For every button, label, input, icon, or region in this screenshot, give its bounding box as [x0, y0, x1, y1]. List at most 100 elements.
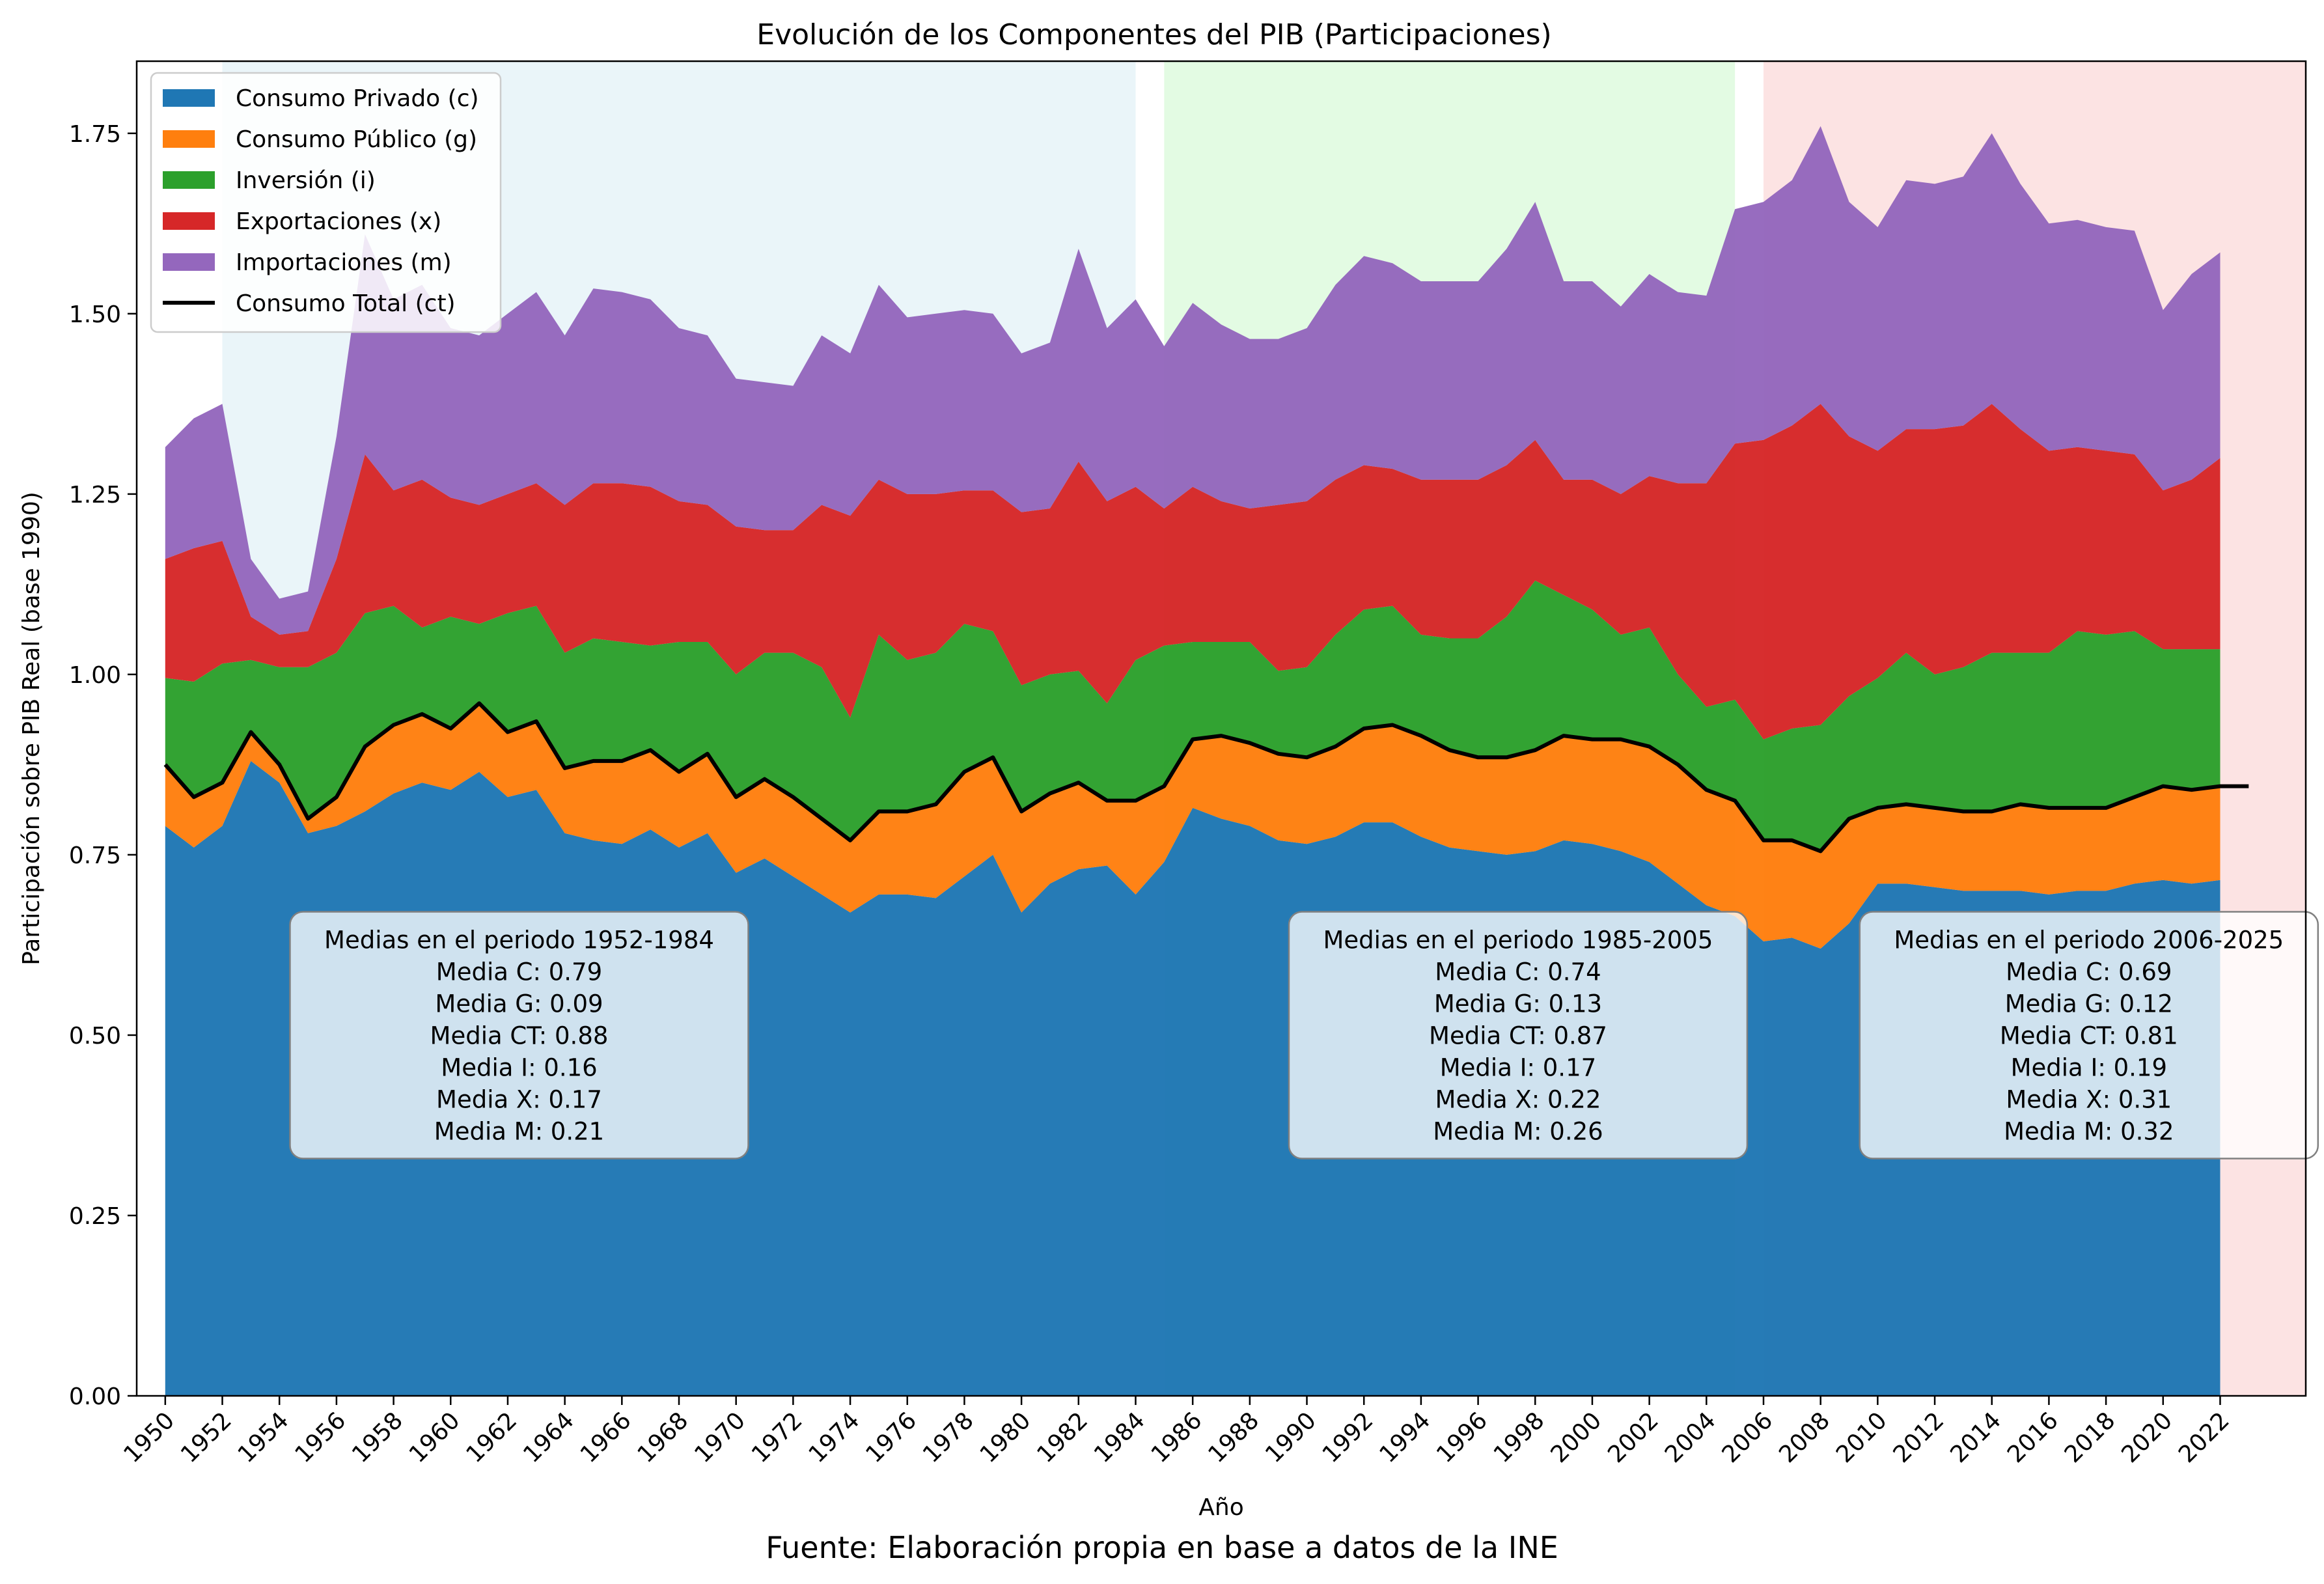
x-tick-label: 1954	[233, 1407, 294, 1468]
legend-swatch	[163, 89, 215, 107]
x-tick-label: 1992	[1318, 1407, 1379, 1468]
x-tick-label: 1978	[918, 1407, 979, 1468]
x-tick-label: 2022	[2174, 1407, 2235, 1468]
x-tick-label: 1980	[975, 1407, 1036, 1468]
annotation-line: Media C: 0.74	[1435, 958, 1601, 986]
annotation-line: Media C: 0.79	[436, 958, 602, 986]
source-note: Fuente: Elaboración propia en base a dat…	[766, 1530, 1558, 1565]
x-tick-label: 2004	[1660, 1407, 1721, 1468]
period-annotation-3: Medias en el periodo 2006-2025 Media C: 0…	[1859, 911, 2319, 1160]
area-consumo-p-blico-g	[165, 703, 2220, 949]
area-importaciones-m	[165, 126, 2220, 635]
x-tick-label: 2012	[1888, 1407, 1950, 1468]
legend-box	[150, 72, 502, 333]
legend-label: Consumo Privado (c)	[236, 85, 479, 112]
annotation-line: Media I: 0.16	[441, 1053, 597, 1081]
legend-swatch	[163, 212, 215, 230]
annotation-line: Medias en el periodo 2006-2025	[1894, 926, 2284, 954]
annotation-line: Media CT: 0.81	[2000, 1021, 2178, 1049]
y-tick-label: 0.50	[69, 1023, 121, 1049]
legend-label: Importaciones (m)	[236, 249, 452, 276]
period-annotation-2: Medias en el periodo 1985-2005 Media C: 0…	[1288, 911, 1749, 1160]
x-tick-label: 1962	[462, 1407, 523, 1468]
annotation-line: Media C: 0.69	[2006, 958, 2172, 986]
x-tick-label: 1998	[1489, 1407, 1550, 1468]
line-consumo-total	[163, 701, 2249, 854]
x-tick-label: 1994	[1374, 1407, 1435, 1468]
legend-label: Exportaciones (x)	[236, 208, 441, 235]
annotation-line: Media G: 0.13	[1434, 990, 1602, 1018]
x-tick-label: 1950	[118, 1407, 180, 1468]
consumo-total-line-layer	[163, 701, 2249, 854]
x-axis: 1950195219541956195819601962196419661968…	[118, 1396, 2235, 1468]
x-tick-label: 2016	[2002, 1407, 2064, 1468]
x-tick-label: 1988	[1203, 1407, 1264, 1468]
x-tick-label: 1984	[1089, 1407, 1150, 1468]
y-tick-label: 1.00	[69, 662, 121, 689]
y-tick-label: 0.00	[69, 1383, 121, 1410]
x-tick-label: 1968	[633, 1407, 694, 1468]
annotation-line: Media X: 0.31	[2006, 1085, 2172, 1113]
x-tick-label: 1970	[689, 1407, 751, 1468]
annotation-line: Media M: 0.21	[434, 1117, 604, 1145]
annotation-line: Media CT: 0.88	[430, 1021, 609, 1049]
x-tick-label: 1976	[861, 1407, 922, 1468]
x-tick-label: 1966	[575, 1407, 637, 1468]
x-tick-label: 1990	[1260, 1407, 1321, 1468]
area-inversi-n-i	[165, 580, 2220, 852]
legend-label: Inversión (i)	[236, 167, 376, 194]
plot-frame	[135, 60, 2307, 1397]
x-tick-label: 1974	[804, 1407, 865, 1468]
annotation-line: Media G: 0.09	[435, 990, 603, 1018]
annotation-line: Media CT: 0.87	[1429, 1021, 1607, 1049]
annotation-line: Media M: 0.26	[1433, 1117, 1603, 1145]
annotation-line: Media M: 0.32	[2004, 1117, 2174, 1145]
x-tick-label: 1956	[290, 1407, 351, 1468]
x-tick-label: 1958	[347, 1407, 408, 1468]
annotation-line: Media X: 0.17	[436, 1085, 602, 1113]
annotation-line: Media G: 0.12	[2005, 990, 2173, 1018]
legend: Consumo Privado (c) Consumo Público (g) In…	[150, 72, 502, 333]
x-tick-label: 1972	[747, 1407, 808, 1468]
x-tick-label: 1960	[404, 1407, 465, 1468]
legend-label: Consumo Total (ct)	[236, 290, 456, 317]
y-tick-label: 1.50	[69, 301, 121, 328]
x-tick-label: 2008	[1774, 1407, 1835, 1468]
annotation-box	[289, 911, 749, 1160]
annotation-box	[1859, 911, 2319, 1160]
x-tick-label: 2014	[1945, 1407, 2006, 1468]
x-tick-label: 1982	[1032, 1407, 1093, 1468]
y-tick-label: 1.25	[69, 482, 121, 508]
y-tick-label: 1.75	[69, 121, 121, 148]
legend-swatch	[163, 130, 215, 148]
legend-swatch	[163, 171, 215, 189]
annotation-line: Media X: 0.22	[1435, 1085, 1601, 1113]
annotation-line: Medias en el periodo 1952-1984	[324, 926, 714, 954]
legend-label: Consumo Público (g)	[236, 126, 477, 153]
x-tick-label: 1952	[176, 1407, 237, 1468]
y-tick-label: 0.75	[69, 842, 121, 869]
plot-area: Medias en el periodo 1952-1984 Media C: 0…	[135, 60, 2319, 1397]
y-axis-label: Participación sobre PIB Real (base 1990)	[18, 492, 45, 966]
annotation-line: Medias en el periodo 1985-2005	[1323, 926, 1713, 954]
annotation-line: Media I: 0.17	[1440, 1053, 1596, 1081]
x-tick-label: 2000	[1546, 1407, 1607, 1468]
x-tick-label: 1996	[1432, 1407, 1493, 1468]
x-tick-label: 2010	[1831, 1407, 1892, 1468]
x-axis-label: Año	[1198, 1494, 1243, 1521]
x-tick-label: 2020	[2116, 1407, 2178, 1468]
legend-swatch	[163, 253, 215, 271]
x-tick-label: 1964	[518, 1407, 579, 1468]
x-tick-label: 2018	[2060, 1407, 2121, 1468]
x-tick-label: 1986	[1146, 1407, 1208, 1468]
annotation-box	[1288, 911, 1749, 1160]
x-tick-label: 2002	[1603, 1407, 1664, 1468]
y-axis: 0.00 0.25 0.50 0.75 1.00 1.25 1.50 1.75	[69, 121, 137, 1410]
annotation-line: Media I: 0.19	[2011, 1053, 2167, 1081]
area-exportaciones-x	[165, 404, 2220, 740]
chart-title: Evolución de los Componentes del PIB (Pa…	[756, 18, 1551, 51]
period-annotation-1: Medias en el periodo 1952-1984 Media C: 0…	[289, 911, 749, 1160]
period-annotations: Medias en el periodo 1952-1984 Media C: 0…	[289, 911, 2319, 1160]
y-tick-label: 0.25	[69, 1203, 121, 1230]
